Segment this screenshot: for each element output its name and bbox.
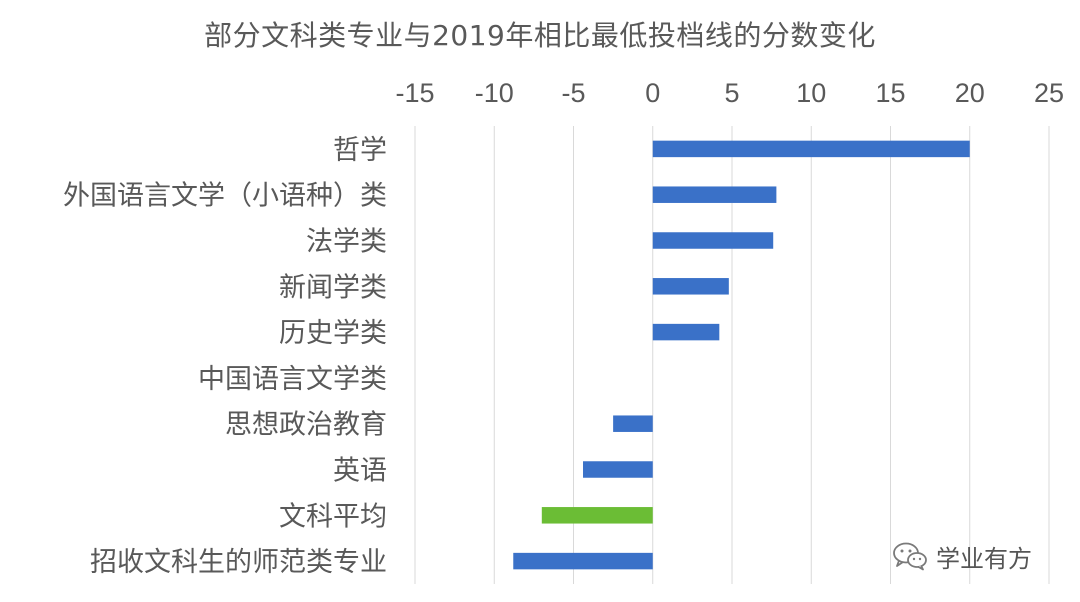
bar: [613, 415, 653, 432]
category-label: 英语: [333, 456, 387, 487]
x-tick-label: 15: [875, 78, 905, 108]
category-label: 法学类: [306, 227, 387, 258]
bar: [513, 552, 653, 570]
x-tick-label: -15: [395, 78, 434, 108]
bar: [652, 232, 774, 249]
watermark-text: 学业有方: [936, 544, 1032, 573]
x-tick-label: 0: [645, 78, 660, 108]
category-label: 文科平均: [279, 501, 387, 532]
x-tick-label: 20: [955, 78, 985, 108]
bar: [652, 140, 970, 158]
x-tick-label: -10: [475, 78, 514, 108]
category-label: 新闻学类: [279, 272, 387, 303]
x-tick-label: 25: [1034, 78, 1064, 108]
bar: [652, 278, 729, 295]
category-label: 中国语言文学类: [198, 364, 387, 395]
bar: [652, 186, 777, 203]
category-labels: 哲学外国语言文学（小语种）类法学类新闻学类历史学类中国语言文学类思想政治教育英语…: [63, 135, 387, 578]
wechat-icon: [893, 542, 927, 571]
watermark: 学业有方: [892, 538, 1032, 574]
x-tick-label: 10: [796, 78, 826, 108]
category-label: 哲学: [333, 135, 387, 166]
category-label: 招收文科生的师范类专业: [90, 547, 387, 578]
x-tick-label: 5: [724, 78, 739, 108]
x-axis-ticks: -15 -10 -5 0 5 10 15 20 25: [395, 78, 1064, 108]
bar: [652, 323, 720, 341]
chart-title: 部分文科类专业与2019年相比最低投档线的分数变化: [204, 19, 876, 52]
category-label: 外国语言文学（小语种）类: [63, 181, 387, 212]
bar: [583, 461, 653, 478]
x-tick-label: -5: [561, 78, 585, 108]
bars: [513, 140, 970, 570]
bar-highlight: [541, 507, 653, 524]
category-label: 历史学类: [279, 318, 387, 349]
category-label: 思想政治教育: [225, 410, 387, 441]
